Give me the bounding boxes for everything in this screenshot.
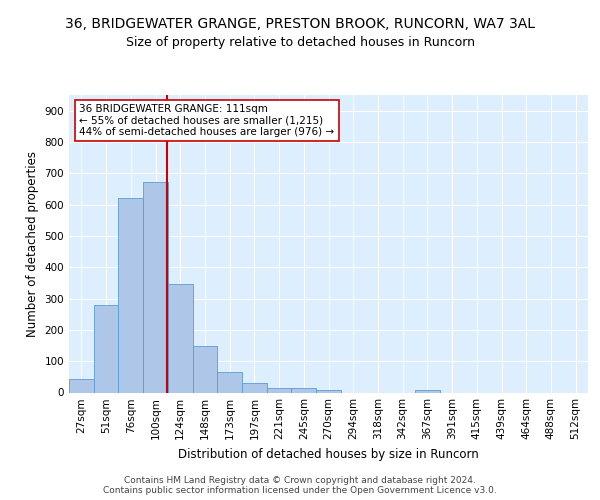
Bar [415, 390, 440, 392]
Bar [143, 182, 168, 392]
Bar [168, 284, 193, 393]
X-axis label: Distribution of detached houses by size in Runcorn: Distribution of detached houses by size … [178, 448, 479, 461]
Text: Contains HM Land Registry data © Crown copyright and database right 2024.
Contai: Contains HM Land Registry data © Crown c… [103, 476, 497, 495]
Text: 36, BRIDGEWATER GRANGE, PRESTON BROOK, RUNCORN, WA7 3AL: 36, BRIDGEWATER GRANGE, PRESTON BROOK, R… [65, 18, 535, 32]
Text: 36 BRIDGEWATER GRANGE: 111sqm
← 55% of detached houses are smaller (1,215)
44% o: 36 BRIDGEWATER GRANGE: 111sqm ← 55% of d… [79, 104, 335, 137]
Bar [118, 198, 143, 392]
Bar [267, 388, 292, 392]
Bar [292, 388, 316, 392]
Y-axis label: Number of detached properties: Number of detached properties [26, 151, 39, 337]
Bar [316, 390, 341, 392]
Text: Size of property relative to detached houses in Runcorn: Size of property relative to detached ho… [125, 36, 475, 49]
Bar [94, 305, 118, 392]
Bar [193, 346, 217, 393]
Bar [217, 372, 242, 392]
Bar [242, 383, 267, 392]
Bar [69, 380, 94, 392]
